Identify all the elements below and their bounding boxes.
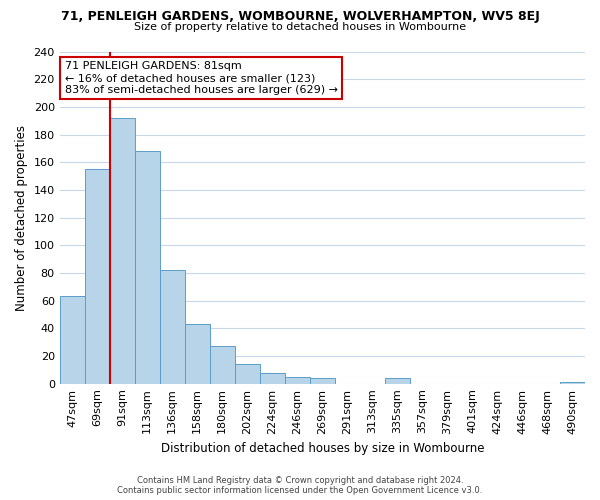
- X-axis label: Distribution of detached houses by size in Wombourne: Distribution of detached houses by size …: [161, 442, 484, 455]
- Y-axis label: Number of detached properties: Number of detached properties: [15, 124, 28, 310]
- Bar: [59, 296, 85, 384]
- Bar: [560, 382, 585, 384]
- Text: 71 PENLEIGH GARDENS: 81sqm
← 16% of detached houses are smaller (123)
83% of sem: 71 PENLEIGH GARDENS: 81sqm ← 16% of deta…: [65, 62, 338, 94]
- Bar: [210, 346, 235, 384]
- Bar: [160, 270, 185, 384]
- Bar: [235, 364, 260, 384]
- Bar: [135, 151, 160, 384]
- Text: 71, PENLEIGH GARDENS, WOMBOURNE, WOLVERHAMPTON, WV5 8EJ: 71, PENLEIGH GARDENS, WOMBOURNE, WOLVERH…: [61, 10, 539, 23]
- Bar: [260, 372, 285, 384]
- Bar: [385, 378, 410, 384]
- Bar: [310, 378, 335, 384]
- Bar: [185, 324, 210, 384]
- Text: Size of property relative to detached houses in Wombourne: Size of property relative to detached ho…: [134, 22, 466, 32]
- Bar: [285, 377, 310, 384]
- Bar: [85, 169, 110, 384]
- Bar: [110, 118, 135, 384]
- Text: Contains HM Land Registry data © Crown copyright and database right 2024.
Contai: Contains HM Land Registry data © Crown c…: [118, 476, 482, 495]
